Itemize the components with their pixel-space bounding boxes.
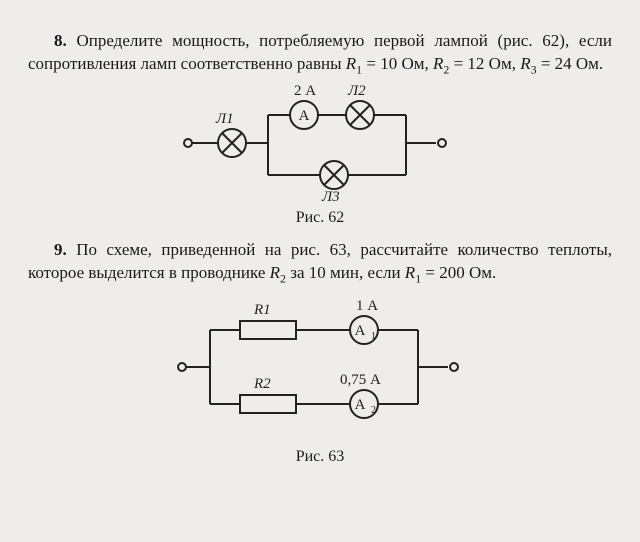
ammeter-letter: А [299, 108, 310, 124]
figure-63: R1 R2 А 1 А 2 1 А 0,75 А Рис. 63 [28, 292, 612, 468]
r2-label: R2 [253, 376, 271, 392]
problem-8: 8. Определите мощность, потребляемую пер… [28, 30, 612, 77]
problem-9-text-b: за 10 мин, если [290, 263, 405, 282]
lamp2-label: Л2 [347, 83, 366, 99]
r3-sym: R [520, 54, 530, 73]
r1-label: R1 [253, 302, 271, 318]
r2-val: = 12 Ом, [449, 54, 520, 73]
lamp1-label: Л1 [215, 111, 234, 127]
lamp3-label: Л3 [321, 189, 340, 203]
r3-val: = 24 Ом. [537, 54, 604, 73]
figure-62: Л1 2 А А Л2 Л3 Рис. 62 [28, 83, 612, 229]
a1-value: 1 А [356, 298, 378, 314]
a1-letter: А [355, 323, 366, 339]
problem-9-number: 9. [54, 240, 67, 259]
circuit-63-svg: R1 R2 А 1 А 2 1 А 0,75 А [160, 292, 480, 442]
a2-sub: 2 [371, 405, 376, 416]
problem-9: 9. По схеме, приведенной на рис. 63, рас… [28, 239, 612, 286]
a1-sub: 1 [371, 331, 376, 342]
figure-63-caption: Рис. 63 [28, 446, 612, 468]
problem-8-number: 8. [54, 31, 67, 50]
a2-value: 0,75 А [340, 372, 381, 388]
p9-r1-sym: R [405, 263, 415, 282]
r2-sym: R [433, 54, 443, 73]
r1-val: = 10 Ом, [362, 54, 433, 73]
figure-62-caption: Рис. 62 [28, 207, 612, 229]
circuit-62-svg: Л1 2 А А Л2 Л3 [170, 83, 470, 203]
p9-r2-sub: 2 [280, 271, 286, 285]
p9-r1-val: = 200 Ом. [421, 263, 496, 282]
ammeter-val-label: 2 А [294, 83, 316, 99]
a2-letter: А [355, 397, 366, 413]
p9-r2-sym: R [270, 263, 280, 282]
r1-sym: R [346, 54, 356, 73]
